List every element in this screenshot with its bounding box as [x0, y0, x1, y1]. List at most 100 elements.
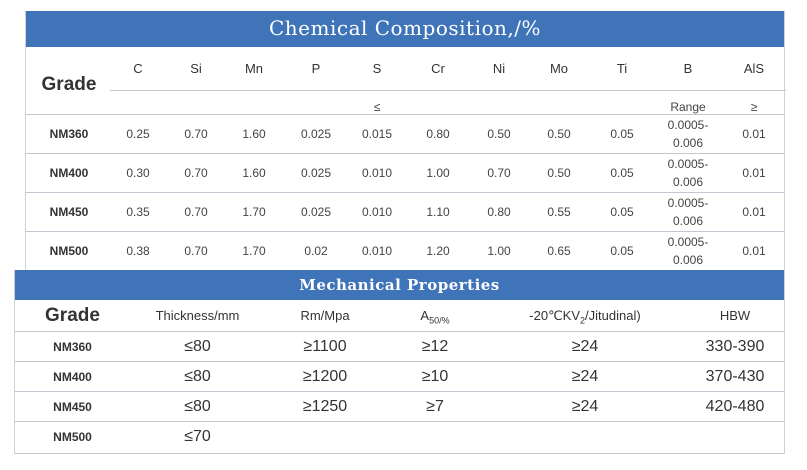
value-cell: 0.010 [361, 166, 393, 180]
element-header-cr: Cr [431, 61, 445, 76]
table-row: NM360 0.25 0.70 1.60 0.025 0.015 0.80 0.… [26, 114, 784, 154]
elongation-header: A50/% [385, 300, 485, 331]
value-cell: 0.010 [361, 205, 393, 219]
value-cell: 0.70 [487, 166, 511, 180]
boron-range-to: 0.006 [672, 175, 704, 189]
boron-range-to: 0.006 [672, 214, 704, 228]
sub-header-max: ≤ [373, 100, 381, 114]
boron-range-from: 0.0005- [667, 118, 709, 132]
value-cell: 1.60 [242, 166, 266, 180]
value-cell: 0.50 [547, 166, 571, 180]
element-header-p: P [311, 61, 321, 76]
value-cell: 0.70 [184, 166, 208, 180]
value-cell: 0.35 [126, 205, 150, 219]
value-cell: 0.01 [742, 244, 766, 258]
grade-cell: NM400 [53, 370, 92, 384]
element-header-s: S [372, 61, 382, 76]
sub-header-min: ≥ [750, 100, 758, 114]
impact-header-subscript: 2 [580, 315, 586, 326]
header-divider [110, 90, 786, 91]
value-cell: 1.10 [426, 205, 450, 219]
element-header-b: B [683, 61, 693, 76]
boron-range-cell: 0.0005- 0.006 [657, 233, 719, 270]
impact-cell [490, 422, 680, 452]
boron-range-cell: 0.0005- 0.006 [657, 194, 719, 231]
value-cell: 0.05 [610, 244, 634, 258]
elongation-cell: ≥12 [421, 338, 449, 355]
value-cell: 0.05 [610, 205, 634, 219]
elongation-cell: ≥7 [426, 398, 444, 415]
value-cell: 0.70 [184, 127, 208, 141]
value-cell: 0.65 [547, 244, 571, 258]
thickness-header: Thickness/mm [155, 308, 240, 323]
impact-cell: ≥24 [571, 338, 599, 355]
rm-cell [270, 422, 380, 452]
value-cell: 0.05 [610, 166, 634, 180]
value-cell: 0.38 [126, 244, 150, 258]
mechanical-properties-title: Mechanical Properties [15, 270, 784, 300]
value-cell: 0.30 [126, 166, 150, 180]
table-bottom-border [15, 453, 784, 454]
value-cell: 0.01 [742, 166, 766, 180]
hbw-cell: 420-480 [705, 398, 765, 415]
table-row: NM450 ≤80 ≥1250 ≥7 ≥24 420-480 [15, 391, 784, 422]
hbw-cell: 370-430 [705, 368, 765, 385]
rm-cell: ≥1100 [303, 338, 347, 355]
value-cell: 1.60 [242, 127, 266, 141]
element-header-ni: Ni [492, 61, 506, 76]
value-cell: 0.02 [304, 244, 328, 258]
value-cell: 0.05 [610, 127, 634, 141]
table-row: NM360 ≤80 ≥1100 ≥12 ≥24 330-390 [15, 331, 784, 362]
grade-cell: NM360 [49, 127, 89, 141]
value-cell: 0.25 [126, 127, 150, 141]
value-cell: 0.50 [487, 127, 511, 141]
thickness-cell: ≤80 [184, 338, 211, 355]
thickness-cell: ≤80 [184, 368, 211, 385]
boron-range-from: 0.0005- [667, 235, 709, 249]
boron-range-cell: 0.0005- 0.006 [657, 155, 719, 192]
hbw-header: HBW [719, 308, 751, 323]
rm-header: Rm/Mpa [300, 308, 350, 323]
rm-cell: ≥1200 [302, 368, 348, 385]
value-cell: 0.01 [742, 205, 766, 219]
boron-range-cell: 0.0005- 0.006 [657, 116, 719, 153]
boron-range-to: 0.006 [672, 136, 704, 150]
hbw-cell: 330-390 [705, 338, 765, 355]
impact-header-suffix: /Jitudinal) [585, 308, 641, 323]
chemical-composition-title: Chemical Composition,/% [26, 11, 784, 47]
element-header-ti: Ti [616, 61, 628, 76]
grade-cell: NM500 [53, 430, 92, 444]
value-cell: 1.00 [487, 244, 511, 258]
value-cell: 1.00 [426, 166, 450, 180]
impact-cell: ≥24 [571, 368, 599, 385]
grade-cell: NM450 [49, 205, 89, 219]
value-cell: 0.025 [300, 205, 332, 219]
elongation-subscript: 50/% [429, 315, 450, 326]
element-header-als: AlS [743, 61, 765, 76]
elongation-cell: ≥10 [421, 368, 449, 385]
value-cell: 0.70 [184, 244, 208, 258]
element-header-c: C [133, 61, 143, 76]
mechanical-properties-table: Mechanical Properties Grade Thickness/mm… [14, 270, 785, 454]
element-header-si: Si [190, 61, 202, 76]
value-cell: 1.70 [242, 205, 266, 219]
grade-cell: NM500 [49, 244, 89, 258]
table-row: NM400 ≤80 ≥1200 ≥10 ≥24 370-430 [15, 361, 784, 392]
value-cell: 0.025 [300, 166, 332, 180]
element-header-mo: Mo [549, 61, 569, 76]
value-cell: 1.20 [426, 244, 450, 258]
value-cell: 0.01 [742, 127, 766, 141]
mechanical-grade-header: Grade [45, 305, 100, 326]
chemical-grade-header: Grade [41, 74, 97, 95]
grade-cell: NM450 [53, 400, 92, 414]
elongation-symbol: A [420, 308, 430, 323]
boron-range-from: 0.0005- [667, 157, 709, 171]
impact-cell: ≥24 [571, 398, 599, 415]
element-header-mn: Mn [244, 61, 264, 76]
value-cell: 0.70 [184, 205, 208, 219]
rm-cell: ≥1250 [302, 398, 348, 415]
table-row: NM400 0.30 0.70 1.60 0.025 0.010 1.00 0.… [26, 153, 784, 193]
mechanical-header-row: Grade Thickness/mm Rm/Mpa A50/% -20℃KV2/… [15, 300, 784, 331]
table-row: NM500 ≤70 [15, 421, 784, 452]
table-row: NM450 0.35 0.70 1.70 0.025 0.010 1.10 0.… [26, 192, 784, 232]
